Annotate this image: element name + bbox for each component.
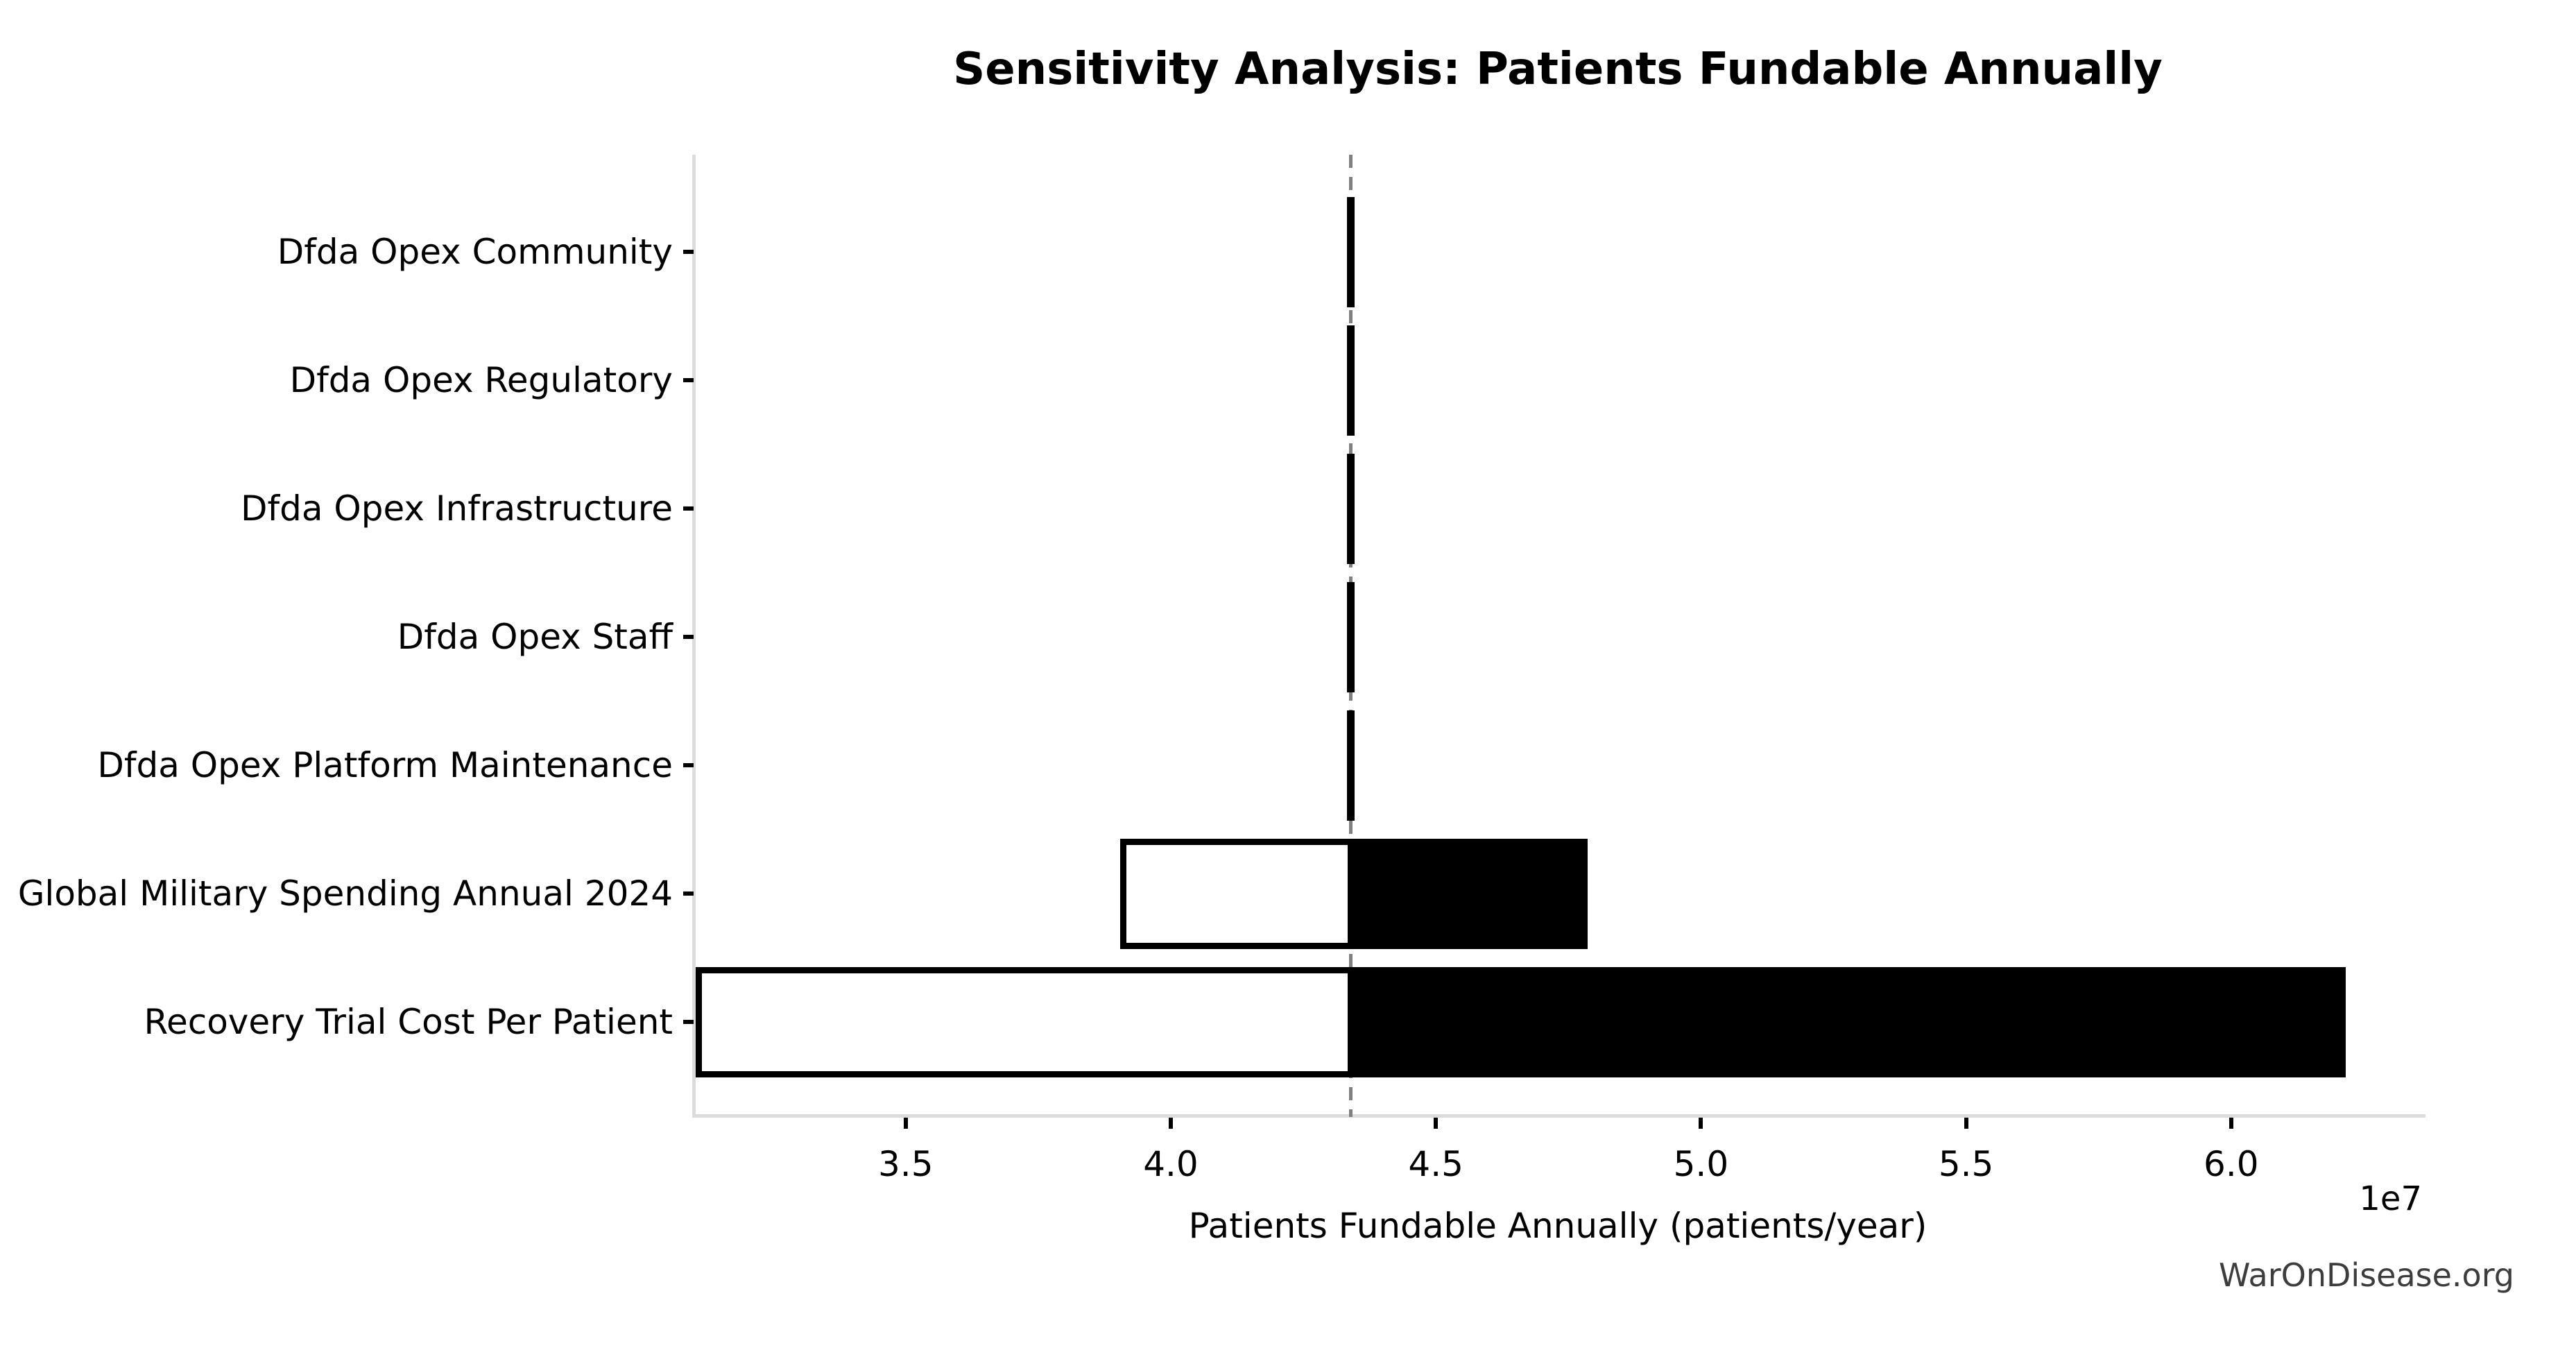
x-axis-title: Patients Fundable Annually (patients/yea… bbox=[1188, 1206, 1927, 1246]
y-axis-label: Dfda Opex Community bbox=[277, 232, 673, 272]
watermark: WarOnDisease.org bbox=[2219, 1256, 2514, 1294]
y-tick-mark bbox=[683, 378, 694, 382]
y-axis-label: Dfda Opex Infrastructure bbox=[241, 488, 673, 529]
x-axis-offset-label: 1e7 bbox=[2359, 1179, 2422, 1218]
x-tick-label: 5.5 bbox=[1938, 1144, 1994, 1184]
x-tick-mark bbox=[1434, 1118, 1439, 1129]
bar-high-side bbox=[1348, 838, 1588, 949]
bar-low-side bbox=[696, 966, 1355, 1077]
chart-title: Sensitivity Analysis: Patients Fundable … bbox=[953, 44, 2163, 95]
x-tick-mark bbox=[2229, 1118, 2233, 1129]
x-tick-mark bbox=[1168, 1118, 1173, 1129]
y-axis-label: Global Military Spending Annual 2024 bbox=[17, 873, 673, 914]
x-axis-spine bbox=[692, 1114, 2425, 1118]
y-tick-mark bbox=[683, 635, 694, 639]
bar-near-baseline bbox=[1347, 453, 1355, 564]
bar-near-baseline bbox=[1347, 196, 1355, 307]
x-tick-mark bbox=[903, 1118, 908, 1129]
y-axis-label: Dfda Opex Regulatory bbox=[289, 360, 673, 400]
y-tick-mark bbox=[683, 506, 694, 511]
x-tick-label: 6.0 bbox=[2204, 1144, 2259, 1184]
x-tick-label: 3.5 bbox=[878, 1144, 934, 1184]
y-tick-mark bbox=[683, 1020, 694, 1024]
bar-near-baseline bbox=[1347, 325, 1355, 436]
y-axis-spine bbox=[692, 155, 696, 1118]
bar-high-side bbox=[1348, 966, 2346, 1077]
y-axis-label: Dfda Opex Staff bbox=[397, 617, 673, 657]
bar-near-baseline bbox=[1347, 710, 1355, 821]
bar-low-side bbox=[1119, 838, 1355, 949]
y-axis-label: Recovery Trial Cost Per Patient bbox=[144, 1002, 673, 1042]
y-tick-mark bbox=[683, 763, 694, 767]
y-axis-label: Dfda Opex Platform Maintenance bbox=[97, 745, 673, 785]
y-tick-mark bbox=[683, 891, 694, 896]
y-tick-mark bbox=[683, 250, 694, 254]
bar-near-baseline bbox=[1347, 581, 1355, 692]
x-tick-label: 4.5 bbox=[1408, 1144, 1463, 1184]
x-tick-mark bbox=[1699, 1118, 1703, 1129]
x-tick-label: 4.0 bbox=[1143, 1144, 1199, 1184]
x-tick-label: 5.0 bbox=[1673, 1144, 1729, 1184]
x-tick-mark bbox=[1964, 1118, 1968, 1129]
